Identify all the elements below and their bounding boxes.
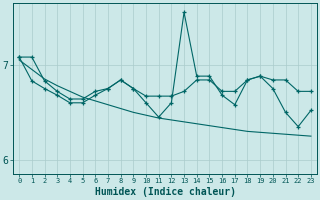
X-axis label: Humidex (Indice chaleur): Humidex (Indice chaleur)	[94, 187, 236, 197]
